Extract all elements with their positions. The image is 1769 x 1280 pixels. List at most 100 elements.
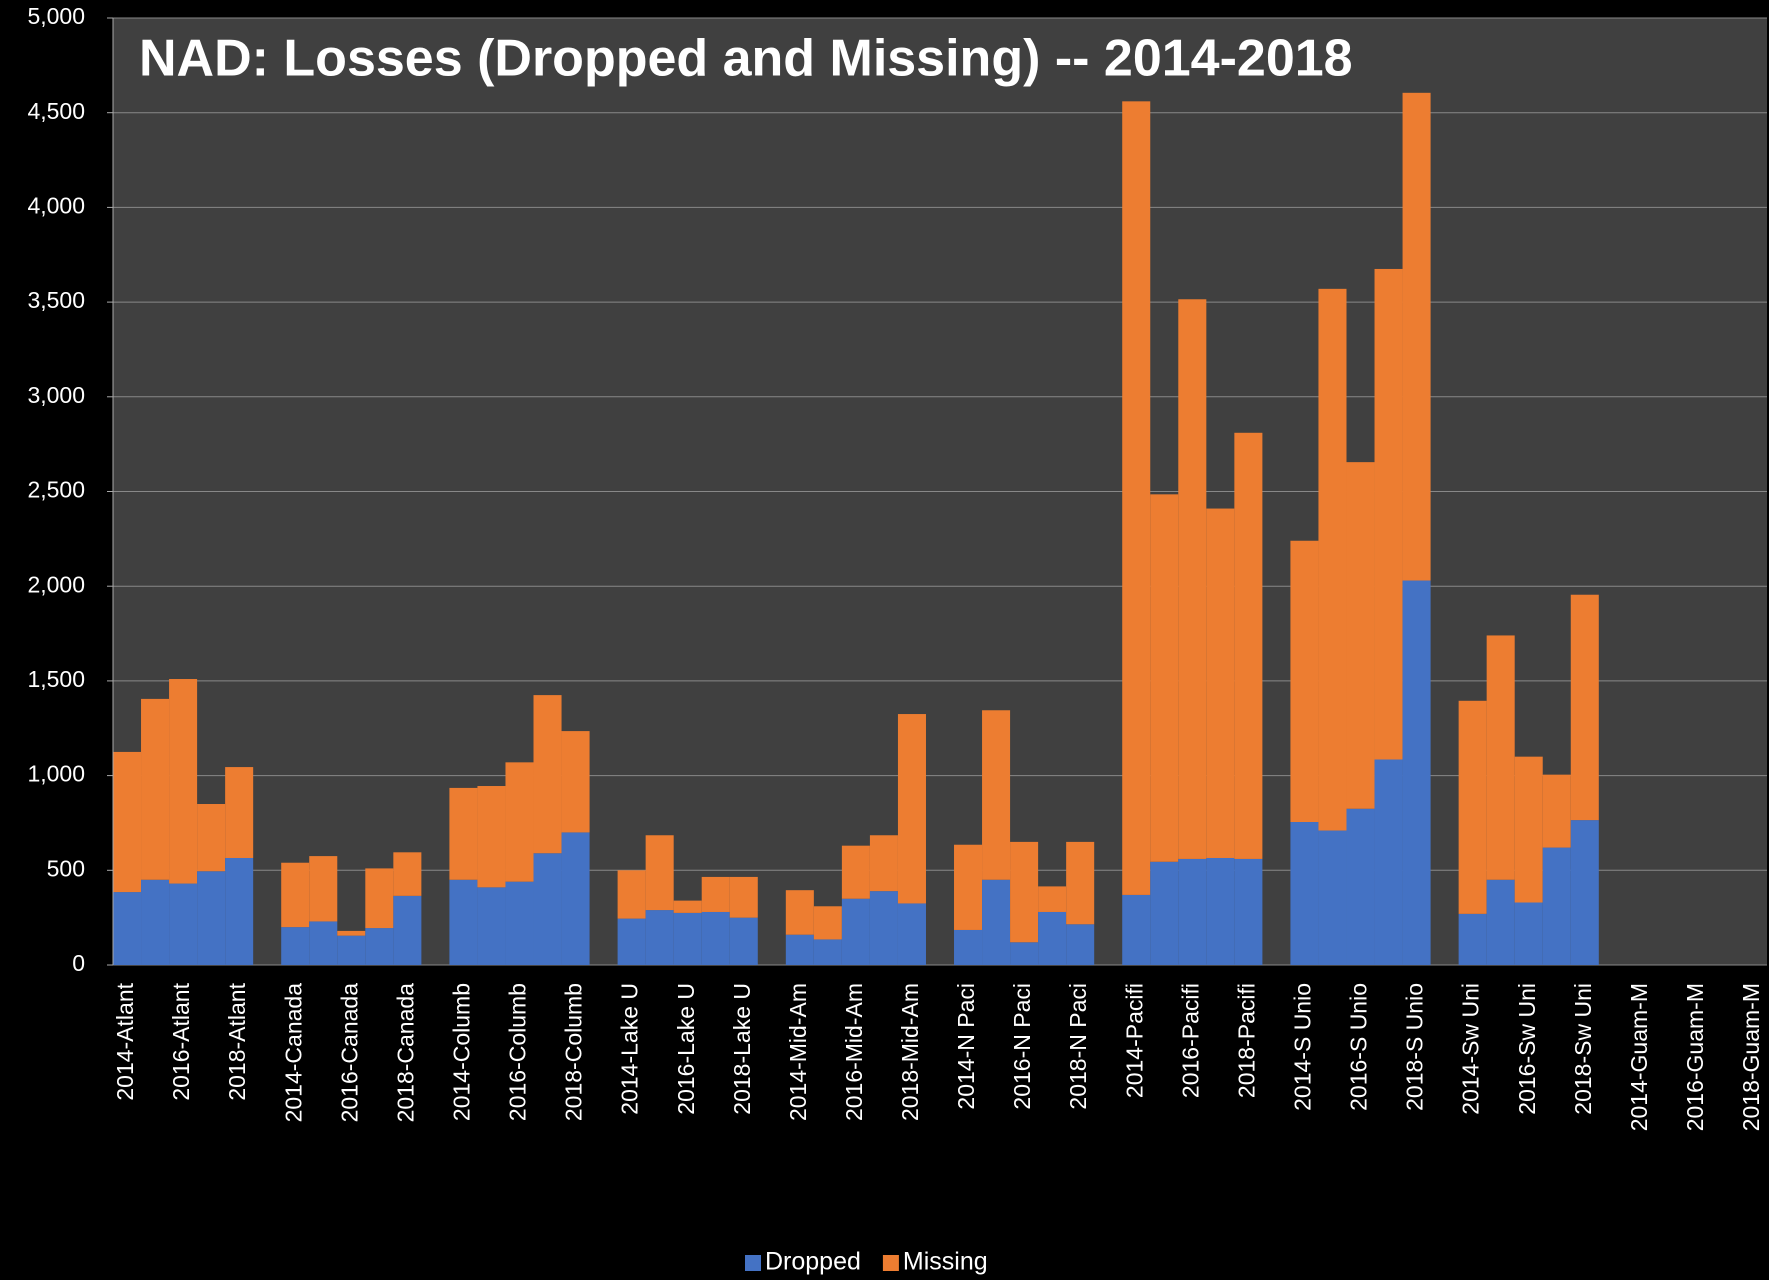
- x-tick-label: 2018-S Unio: [1402, 983, 1428, 1111]
- bar-segment: [1570, 594, 1599, 821]
- bar-segment: [141, 879, 170, 965]
- bar-segment: [1570, 820, 1599, 965]
- bar-segment: [1514, 902, 1543, 965]
- x-tick-label: 2016-Canada: [336, 983, 362, 1123]
- bar-segment: [869, 891, 898, 965]
- bar-segment: [1010, 942, 1039, 965]
- bars: [113, 92, 1599, 965]
- bar-segment: [533, 853, 562, 965]
- legend-label: Missing: [903, 1248, 988, 1276]
- x-tick-label: 2018-Guam-M: [1738, 983, 1764, 1131]
- legend-swatch: [745, 1255, 761, 1271]
- bar-segment: [1178, 299, 1207, 859]
- bar-segment: [281, 862, 310, 928]
- x-tick-label: 2018-N Paci: [1065, 983, 1091, 1110]
- x-tick-label: 2018-Lake U: [729, 983, 755, 1115]
- x-tick-label: 2018-Sw Uni: [1570, 983, 1596, 1115]
- x-tick-label: 2016-S Unio: [1346, 983, 1372, 1111]
- x-tick-label: 2018-Columb: [561, 983, 587, 1121]
- y-tick-label: 1,500: [27, 666, 85, 692]
- bar-segment: [1542, 847, 1571, 965]
- bar-segment: [197, 804, 226, 872]
- bar-segment: [869, 835, 898, 892]
- bar-segment: [225, 857, 254, 965]
- bar-segment: [982, 879, 1011, 965]
- legend-swatch: [882, 1255, 899, 1271]
- x-tick-label: 2018-Mid-Am: [897, 983, 923, 1121]
- bar-segment: [561, 832, 590, 965]
- bar-segment: [617, 918, 646, 965]
- x-tick-label: 2014-Columb: [449, 983, 475, 1121]
- bar-segment: [561, 731, 590, 833]
- bar-segment: [701, 876, 730, 912]
- bar-segment: [1234, 432, 1263, 859]
- bar-segment: [449, 787, 478, 880]
- y-tick-label: 5,000: [27, 3, 85, 29]
- bar-segment: [113, 751, 142, 893]
- bar-segment: [673, 900, 702, 913]
- bar-segment: [1066, 841, 1095, 925]
- x-tick-label: 2016-Mid-Am: [841, 983, 867, 1121]
- bar-segment: [197, 871, 226, 965]
- bar-segment: [113, 892, 142, 965]
- x-tick-label: 2014-Canada: [280, 983, 306, 1123]
- bar-segment: [1150, 494, 1179, 862]
- bar-segment: [1542, 774, 1571, 848]
- bar-segment: [1514, 756, 1543, 903]
- bar-segment: [701, 911, 730, 965]
- legend: Dropped Missing: [745, 1248, 988, 1276]
- bar-segment: [645, 910, 674, 965]
- bar-segment: [337, 930, 366, 936]
- x-tick-label: 2014-N Paci: [953, 983, 979, 1110]
- x-tick-label: 2014-Sw Uni: [1458, 983, 1484, 1115]
- y-tick-label: 500: [47, 855, 85, 881]
- y-tick-label: 0: [72, 950, 85, 976]
- bar-segment: [169, 679, 198, 884]
- bar-segment: [617, 870, 646, 919]
- bar-segment: [729, 876, 758, 918]
- bar-segment: [533, 695, 562, 854]
- bar-segment: [477, 887, 506, 965]
- bar-segment: [505, 881, 534, 965]
- bar-segment: [673, 912, 702, 965]
- bar-segment: [1150, 861, 1179, 965]
- y-tick-label: 2,500: [27, 477, 85, 503]
- bar-segment: [1290, 822, 1319, 965]
- bar-segment: [1122, 101, 1151, 895]
- bar-segment: [1402, 92, 1431, 581]
- x-tick-label: 2018-Atlant: [224, 982, 250, 1100]
- bar-segment: [1010, 841, 1039, 943]
- bar-segment: [1038, 911, 1067, 965]
- y-tick-label: 4,000: [27, 192, 85, 218]
- bar-segment: [954, 929, 983, 965]
- bar-segment: [785, 934, 814, 965]
- bar-segment: [1458, 913, 1487, 965]
- bar-segment: [1346, 808, 1375, 965]
- x-tick-label: 2018-Canada: [392, 983, 418, 1123]
- x-tick-label: 2014-Lake U: [617, 983, 643, 1115]
- bar-segment: [1234, 858, 1263, 965]
- bar-segment: [309, 921, 338, 965]
- bar-segment: [1346, 462, 1375, 809]
- bar-segment: [897, 903, 926, 965]
- y-tick-label: 2,000: [27, 571, 85, 597]
- bar-segment: [897, 714, 926, 904]
- bar-segment: [813, 906, 842, 940]
- x-tick-label: 2014-Atlant: [112, 982, 138, 1100]
- chart-title: NAD: Losses (Dropped and Missing) -- 201…: [139, 30, 1353, 88]
- bar-segment: [477, 786, 506, 888]
- x-tick-label: 2014-S Unio: [1290, 983, 1316, 1111]
- y-tick-label: 3,000: [27, 382, 85, 408]
- bar-segment: [1066, 924, 1095, 965]
- bar-segment: [1486, 635, 1515, 880]
- bar-segment: [729, 917, 758, 965]
- bar-segment: [1402, 580, 1431, 965]
- bar-segment: [505, 762, 534, 882]
- y-tick-label: 1,000: [27, 761, 85, 787]
- bar-segment: [365, 928, 394, 965]
- bar-segment: [141, 698, 170, 880]
- x-tick-label: 2016-Guam-M: [1682, 983, 1708, 1131]
- bar-segment: [1206, 508, 1235, 858]
- bar-segment: [982, 710, 1011, 880]
- x-tick-label: 2016-Sw Uni: [1514, 983, 1540, 1115]
